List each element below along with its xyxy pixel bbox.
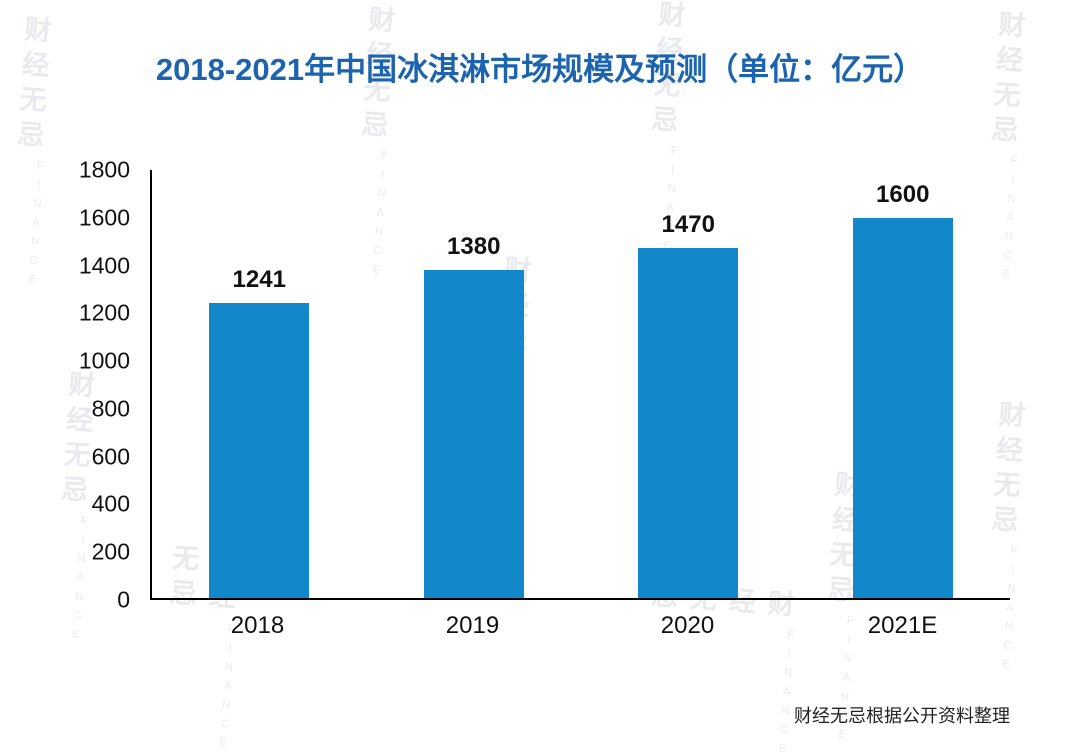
y-tick-label: 1800 — [78, 156, 130, 183]
y-tick-label: 1200 — [78, 299, 130, 326]
y-tick-label: 400 — [91, 490, 130, 517]
y-tick-label: 1000 — [78, 347, 130, 374]
x-category-label: 2018 — [230, 612, 285, 639]
y-axis: 0 200 400 600 800 1000 1200 1400 1600 1800 — [0, 157, 140, 613]
bar-2018 — [209, 302, 310, 598]
x-category-label: 2020 — [660, 612, 715, 639]
chart-title: 2018-2021年中国冰淇淋市场规模及预测（单位：亿元） — [155, 52, 925, 87]
bar-2020 — [638, 248, 739, 598]
bar-slot-2018: 1241 — [152, 170, 367, 598]
x-category-label: 2019 — [445, 612, 500, 639]
bar-slot-2021E: 1600 — [796, 170, 1011, 598]
bar-value-label: 1241 — [232, 265, 286, 293]
y-tick-label: 600 — [91, 443, 130, 470]
y-tick-label: 1400 — [78, 252, 130, 279]
x-category-label: 2021E — [867, 612, 938, 639]
bar-slots: 1241 1380 1470 1600 — [152, 170, 1010, 598]
y-tick-label: 800 — [91, 395, 130, 422]
bar-value-label: 1600 — [876, 180, 930, 208]
y-tick-label: 0 — [117, 586, 130, 613]
bar-2019 — [423, 269, 524, 598]
source-note: 财经无忌根据公开资料整理 — [794, 706, 1010, 726]
bar-2021E — [852, 217, 953, 598]
bar-value-label: 1380 — [447, 232, 501, 260]
bar-slot-2019: 1380 — [367, 170, 582, 598]
x-axis: 2018 2019 2020 2021E — [150, 612, 1010, 640]
bar-slot-2020: 1470 — [581, 170, 796, 598]
plot-area: 1241 1380 1470 1600 — [150, 170, 1010, 600]
bar-value-label: 1470 — [661, 211, 715, 239]
y-tick-label: 1600 — [78, 204, 130, 231]
y-tick-label: 200 — [91, 538, 130, 565]
